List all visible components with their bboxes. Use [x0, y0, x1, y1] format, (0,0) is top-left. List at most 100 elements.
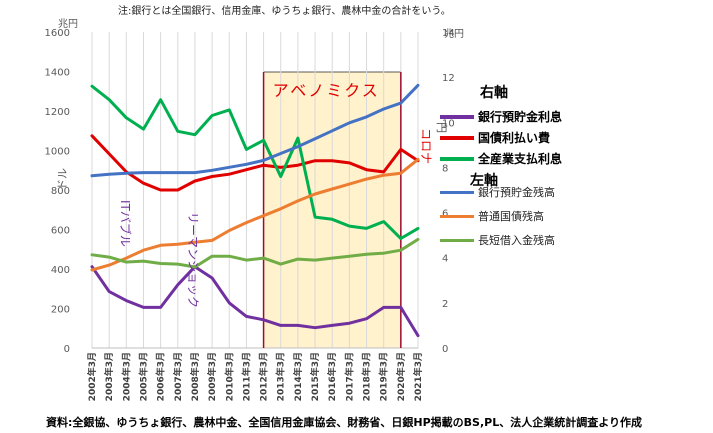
series-point [125, 172, 128, 175]
series-point [279, 166, 282, 169]
series-point [245, 221, 248, 224]
series-point [228, 229, 231, 232]
series-point [176, 171, 179, 174]
legend-swatch-borrowing-balance [440, 239, 474, 242]
series-point [228, 166, 231, 169]
legend-swatch-jgb-balance [440, 215, 474, 218]
annotation-label: リーマンショック [186, 212, 200, 308]
series-point [314, 159, 316, 162]
series-point [245, 168, 248, 171]
series-point [279, 207, 282, 210]
series-point [91, 135, 93, 137]
series-point [297, 324, 299, 327]
right-tick-label: 6 [442, 209, 448, 220]
series-point [91, 269, 93, 271]
series-point [382, 174, 385, 176]
series-point [365, 116, 368, 118]
legend-swatch-deposit-balance [440, 191, 474, 194]
series-point [297, 137, 299, 139]
series-point [365, 227, 368, 230]
series-point [211, 114, 213, 117]
series-point [125, 299, 128, 302]
series-point [262, 257, 265, 259]
series-point [331, 188, 334, 190]
series-point [142, 182, 145, 185]
series-point [228, 109, 231, 111]
series-point [142, 128, 145, 130]
series-point [279, 175, 282, 178]
series-point [228, 302, 231, 304]
series-point [365, 317, 368, 320]
x-tick-label: 2017年3月 [343, 352, 355, 401]
series-line [90, 134, 420, 192]
x-tick-label: 2012年3月 [258, 352, 270, 401]
series-point [125, 261, 128, 263]
left-tick-label: 200 [51, 305, 70, 316]
series-point [108, 256, 110, 258]
series-point [194, 133, 196, 136]
series-point [400, 172, 402, 175]
series-point [194, 180, 196, 182]
series-point [382, 108, 385, 110]
legend-left-axis-head: 左軸 [470, 173, 498, 189]
series-point [279, 263, 282, 265]
series-point [382, 171, 385, 173]
series-point [125, 116, 128, 119]
left-axis-unit: 兆円 [58, 18, 78, 30]
series-point [159, 262, 162, 265]
series-point [365, 168, 368, 171]
series-point [348, 162, 351, 164]
footnote: 注:銀行とは全国銀行、信用金庫、ゆうちょ銀行、農林中金の合計をいう。 [118, 6, 451, 17]
series-point [108, 98, 110, 101]
series-point [211, 277, 213, 279]
series-point [245, 315, 248, 318]
x-tick-label: 2013年3月 [275, 352, 287, 401]
left-tick-label: 1400 [45, 68, 70, 79]
series-point [365, 253, 368, 255]
series-point [245, 163, 248, 166]
series-point [365, 178, 368, 180]
series-point [297, 200, 299, 202]
x-tick-label: 2009年3月 [206, 352, 218, 401]
series-point [417, 227, 419, 230]
right-tick-label: 0 [442, 344, 448, 355]
series-point [142, 306, 145, 309]
series-point [262, 214, 265, 217]
x-tick-label: 2004年3月 [120, 352, 132, 401]
series-point [211, 239, 213, 242]
series-point [417, 84, 419, 87]
series-point [331, 324, 334, 327]
series-point [279, 324, 282, 327]
series-point [314, 137, 316, 140]
legend-swatch-jgb-interest [440, 136, 474, 140]
series-point [211, 255, 213, 257]
series-point [91, 265, 93, 268]
series-point [108, 153, 110, 155]
series-point [159, 98, 162, 101]
legend-swatch-deposit-interest [440, 115, 474, 119]
series-point [262, 318, 265, 321]
series-point [279, 152, 282, 155]
left-tick-label: 0 [64, 344, 70, 355]
x-tick-label: 2020年3月 [395, 352, 407, 401]
right-axis-label: 円 [435, 122, 448, 133]
series-point [314, 193, 316, 195]
series-point [142, 260, 145, 262]
x-tick-label: 2011年3月 [240, 352, 252, 401]
x-tick-label: 2003年3月 [103, 352, 115, 401]
x-tick-label: 2021年3月 [412, 352, 424, 401]
legend-swatch-industry-interest [440, 157, 474, 161]
series-point [348, 183, 351, 185]
series-point [382, 306, 385, 309]
x-tick-label: 2018年3月 [361, 352, 373, 401]
series-point [159, 306, 162, 309]
series-point [331, 218, 334, 221]
series-point [194, 241, 196, 244]
series-point [91, 85, 93, 87]
series-point [108, 173, 110, 175]
series-point [91, 174, 93, 177]
x-tick-label: 2019年3月 [378, 352, 390, 401]
right-tick-label: 14 [442, 28, 455, 39]
right-tick-label: 12 [442, 73, 455, 84]
